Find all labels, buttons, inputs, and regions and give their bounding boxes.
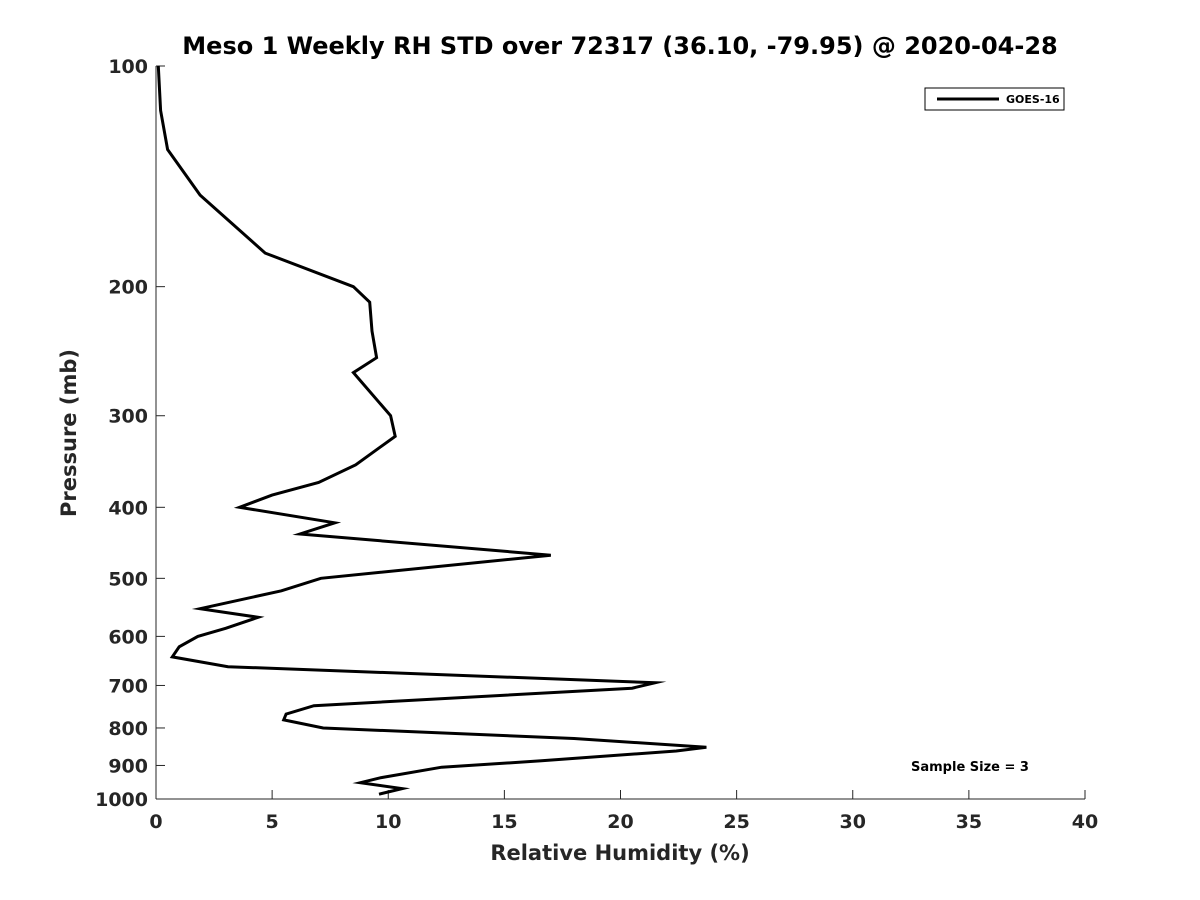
y-tick-label: 700 bbox=[108, 675, 148, 697]
x-tick-label: 30 bbox=[840, 811, 866, 833]
legend-label: GOES-16 bbox=[1006, 93, 1060, 106]
x-tick-label: 5 bbox=[266, 811, 279, 833]
y-tick-label: 600 bbox=[108, 626, 148, 648]
x-tick-label: 20 bbox=[607, 811, 633, 833]
y-tick-label: 900 bbox=[108, 755, 148, 777]
x-tick-label: 40 bbox=[1072, 811, 1098, 833]
x-tick-label: 35 bbox=[956, 811, 982, 833]
x-tick-label: 10 bbox=[375, 811, 401, 833]
series-lines bbox=[156, 65, 707, 796]
y-tick-label: 800 bbox=[108, 718, 148, 740]
x-tick-label: 0 bbox=[149, 811, 162, 833]
y-axis-label: Pressure (mb) bbox=[57, 349, 81, 517]
x-axis-label: Relative Humidity (%) bbox=[490, 841, 749, 865]
legend: GOES-16 bbox=[924, 87, 1065, 111]
chart-title: Meso 1 Weekly RH STD over 72317 (36.10, … bbox=[182, 32, 1057, 60]
y-tick-label: 100 bbox=[108, 56, 148, 78]
y-tick-label: 400 bbox=[108, 497, 148, 519]
x-tick-label: 15 bbox=[491, 811, 517, 833]
y-tick-label: 1000 bbox=[95, 789, 148, 811]
y-tick-label: 300 bbox=[108, 406, 148, 428]
series-line-goes-16 bbox=[156, 65, 707, 796]
ticks: 0 5 10 15 20 25 30 35 40 100 200 300 400 500 600 700 800… bbox=[95, 56, 1098, 833]
x-tick-label: 25 bbox=[723, 811, 749, 833]
y-tick-label: 200 bbox=[108, 277, 148, 299]
y-tick-label: 500 bbox=[108, 568, 148, 590]
annotation-sample-size: Sample Size = 3 bbox=[911, 760, 1029, 775]
annotations: Sample Size = 3 bbox=[911, 760, 1029, 775]
